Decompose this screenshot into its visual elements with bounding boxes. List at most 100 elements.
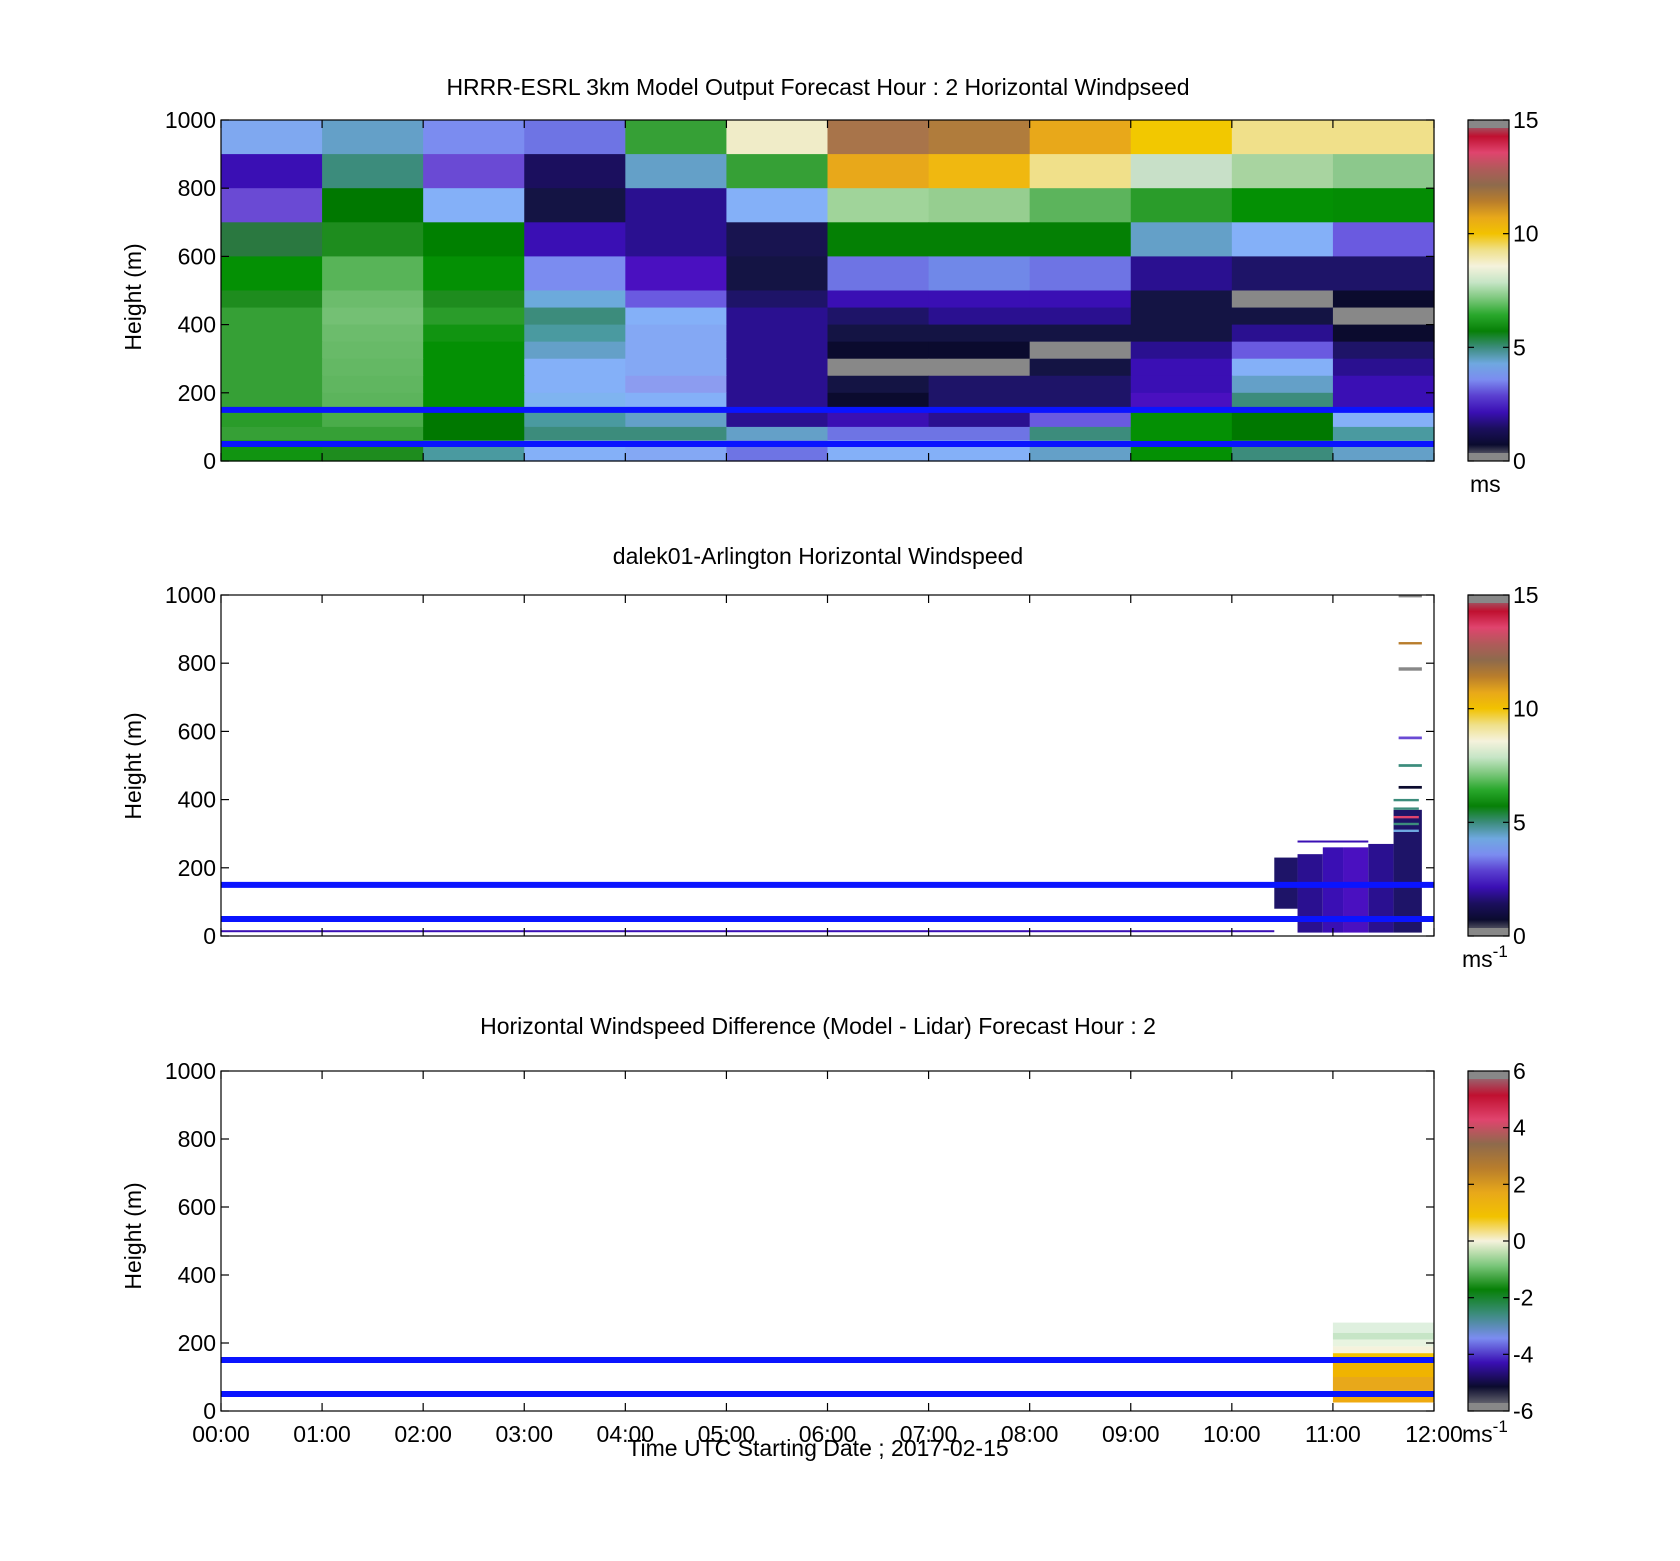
heatmap-cell [1130,256,1233,292]
heatmap-cell [625,409,728,428]
heatmap-cell [221,392,323,411]
x-tick-label: 11:00 [1305,1421,1361,1447]
y-tick-label: 1000 [165,107,216,133]
heatmap-cell [726,392,829,411]
y-tick-label: 0 [203,923,216,949]
heatmap-cell [827,358,930,377]
plot-background [221,595,1434,936]
heatmap-cell [322,341,424,360]
heatmap-cell [1332,188,1435,223]
heatmap-cell [221,188,323,223]
heatmap-cell [322,256,424,292]
heatmap-cell [322,409,424,428]
heatmap-cell [524,392,626,411]
heatmap-segment [1393,798,1419,802]
heatmap-cell [1130,392,1233,411]
heatmap-cell [221,307,323,326]
heatmap-cell [1231,120,1334,155]
panel-lidar: dalek01-Arlington Horizontal Windspeed H… [120,543,1539,972]
heatmap-cell [726,409,829,428]
colorbar-tick-label: -2 [1513,1285,1533,1311]
heatmap-segment [1332,1360,1434,1377]
heatmap-cell [726,256,829,292]
heatmap-cell [1332,341,1435,360]
heatmap-segment [1398,785,1422,789]
heatmap-cell [1231,256,1334,292]
heatmap-cell [1332,358,1435,377]
heatmap-cell [625,307,728,326]
panel-lidar-colorbar: 0 5 10 15 ms-1 [1462,582,1539,972]
heatmap-cell [1029,188,1132,223]
heatmap-cell [524,375,626,394]
heatmap-segment [1332,1322,1434,1333]
x-tick-label: 02:00 [394,1421,452,1447]
heatmap-cell [322,375,424,394]
panel-difference-xlabel: Time UTC Starting Date ; 2017-02-15 [627,1435,1008,1461]
heatmap-cell [827,222,930,257]
colorbar-tick-label: 6 [1513,1058,1526,1084]
heatmap-cell [625,392,728,411]
x-tick-label: 00:00 [192,1421,250,1447]
heatmap-cell [1130,426,1233,442]
heatmap-cell [827,256,930,292]
heatmap-cell [423,154,525,189]
y-tick-label: 800 [178,175,216,201]
heatmap-cell [625,256,728,292]
heatmap-cell [1332,426,1435,442]
colorbar-tick-label: 15 [1513,582,1539,608]
heatmap-cell [827,154,930,189]
heatmap-cell [221,375,323,394]
heatmap-cell [322,120,424,155]
panel-model-title: HRRR-ESRL 3km Model Output Forecast Hour… [446,74,1189,100]
heatmap-cell [524,341,626,360]
panel-difference-colorbar: -6 -4 -2 0 2 4 6 ms-1 [1462,1058,1534,1447]
heatmap-cell [827,307,930,326]
heatmap-cell [726,375,829,394]
heatmap-segment [1398,736,1422,740]
colorbar-unit-exponent: -1 [1493,1417,1508,1436]
heatmap-cell [1130,290,1233,309]
heatmap-cell [1332,256,1435,292]
y-tick-label: 600 [178,1194,216,1220]
heatmap-cell [423,426,525,442]
heatmap-cell [1231,290,1334,309]
heatmap-cell [524,358,626,377]
y-tick-label: 400 [178,312,216,338]
colorbar-unit-label: ms-1 [1462,1417,1508,1447]
heatmap-segment [1393,809,1422,933]
heatmap-cell [524,256,626,292]
colorbar-cap [1468,595,1509,603]
y-tick-label: 400 [178,1262,216,1288]
colorbar-tick-label: 4 [1513,1115,1526,1141]
heatmap-cell [928,392,1031,411]
heatmap-cell [928,375,1031,394]
heatmap-cell [726,120,829,155]
heatmap-cell [827,375,930,394]
panel-difference-ylabel: Height (m) [120,1182,146,1289]
colorbar-frame [1467,594,1510,937]
heatmap-cell [1231,409,1334,428]
heatmap-cell [1130,120,1233,155]
heatmap-cell [625,426,728,442]
y-tick-label: 0 [203,1398,216,1424]
heatmap-cell [1130,222,1233,257]
heatmap-cell [1332,290,1435,309]
heatmap-cell [1231,154,1334,189]
colorbar-tick-label: 0 [1513,1228,1526,1254]
heatmap-cell [625,324,728,343]
heatmap-cell [726,307,829,326]
panel-model-colorbar: 0 5 10 15 ms [1467,107,1539,497]
panel-model: HRRR-ESRL 3km Model Output Forecast Hour… [120,74,1539,497]
x-tick-label: 07:00 [900,1421,958,1447]
panel-model-plot: 0 200 400 600 800 1000 [165,107,1435,474]
colorbar-tick-label: 5 [1513,809,1526,835]
heatmap-cell [1029,290,1132,309]
heatmap-cell [827,409,930,428]
heatmap-cell [1231,222,1334,257]
heatmap-segment [1322,847,1344,933]
heatmap-cell [827,341,930,360]
colorbar-tick-label: -4 [1513,1341,1534,1367]
heatmap-cell [524,426,626,442]
heatmap-cell [1130,358,1233,377]
x-tick-label: 12:00 [1405,1421,1463,1447]
